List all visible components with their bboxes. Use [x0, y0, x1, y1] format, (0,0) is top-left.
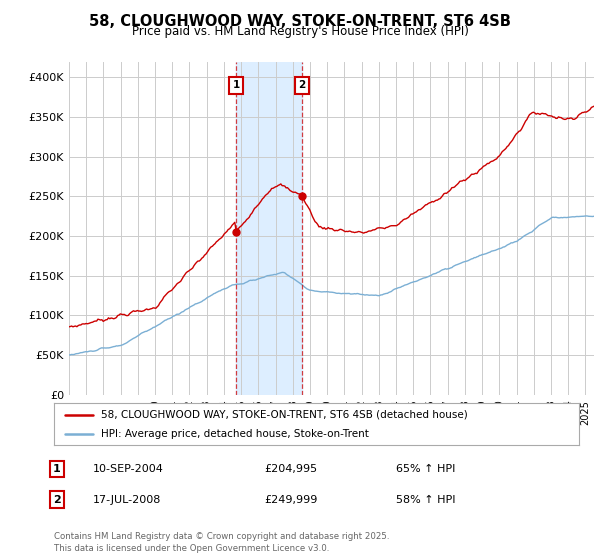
Text: 2: 2	[298, 81, 305, 90]
Bar	[236, 62, 302, 395]
Text: 1: 1	[232, 81, 239, 90]
Text: 65% ↑ HPI: 65% ↑ HPI	[396, 464, 455, 474]
Text: Price paid vs. HM Land Registry's House Price Index (HPI): Price paid vs. HM Land Registry's House …	[131, 25, 469, 38]
Text: £249,999: £249,999	[264, 494, 317, 505]
Text: 17-JUL-2008: 17-JUL-2008	[93, 494, 161, 505]
Text: HPI: Average price, detached house, Stoke-on-Trent: HPI: Average price, detached house, Stok…	[101, 429, 369, 439]
Text: 58, CLOUGHWOOD WAY, STOKE-ON-TRENT, ST6 4SB: 58, CLOUGHWOOD WAY, STOKE-ON-TRENT, ST6 …	[89, 14, 511, 29]
Text: 58, CLOUGHWOOD WAY, STOKE-ON-TRENT, ST6 4SB (detached house): 58, CLOUGHWOOD WAY, STOKE-ON-TRENT, ST6 …	[101, 409, 468, 419]
Text: £204,995: £204,995	[264, 464, 317, 474]
Text: 58% ↑ HPI: 58% ↑ HPI	[396, 494, 455, 505]
Text: 10-SEP-2004: 10-SEP-2004	[93, 464, 164, 474]
Text: Contains HM Land Registry data © Crown copyright and database right 2025.
This d: Contains HM Land Registry data © Crown c…	[54, 533, 389, 553]
Text: 1: 1	[53, 464, 61, 474]
Text: 2: 2	[53, 494, 61, 505]
